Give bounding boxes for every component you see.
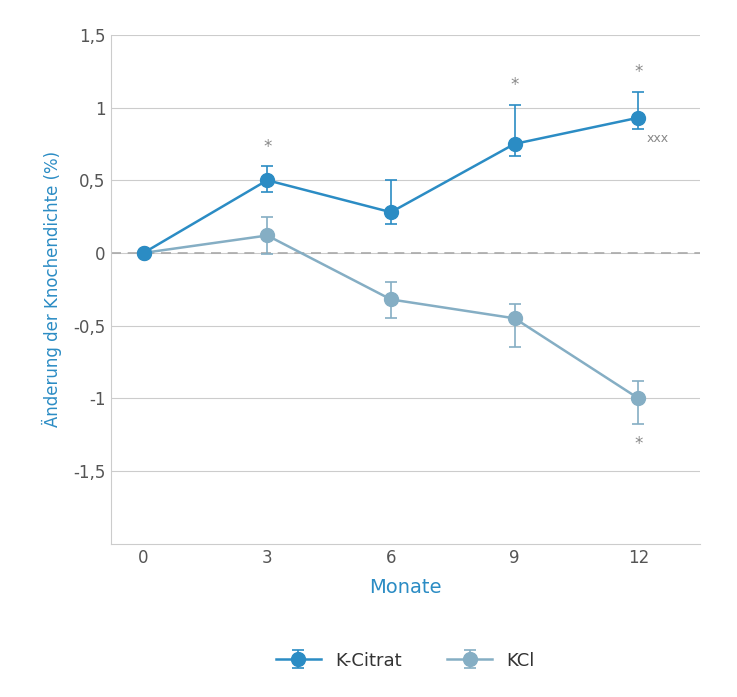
Y-axis label: Änderung der Knochendichte (%): Änderung der Knochendichte (%) (42, 151, 62, 427)
Text: *: * (511, 77, 519, 95)
Text: xxx: xxx (646, 132, 668, 145)
Legend: K-Citrat, KCl: K-Citrat, KCl (268, 644, 542, 677)
Text: *: * (634, 63, 643, 82)
Text: *: * (263, 137, 271, 155)
X-axis label: Monate: Monate (369, 578, 441, 597)
Text: *: * (634, 435, 643, 452)
